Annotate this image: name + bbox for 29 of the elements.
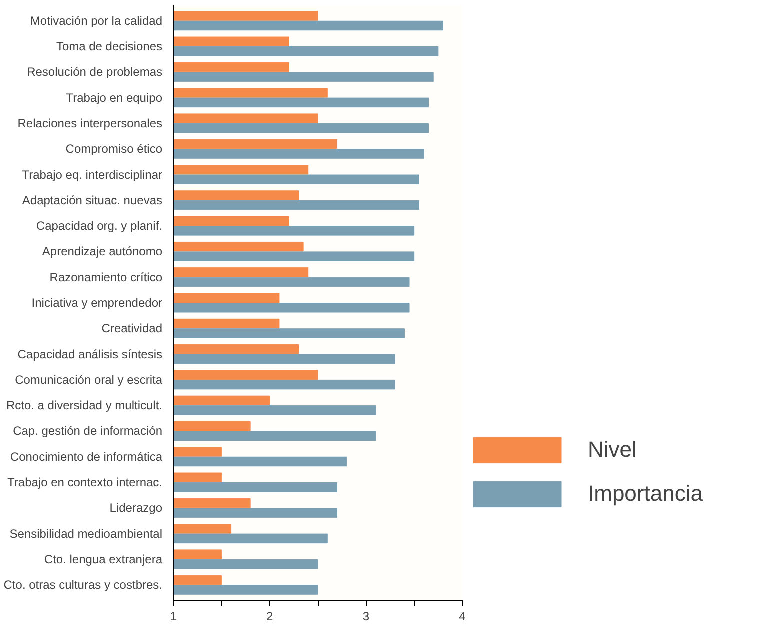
y-tick-label: Aprendizaje autónomo <box>42 244 163 259</box>
y-tick-label: Compromiso ético <box>66 142 163 156</box>
y-tick-label: Creatividad <box>102 322 163 336</box>
y-tick-label: Conocimiento de informática <box>10 450 163 464</box>
y-tick-label: Cap. gestión de información <box>13 424 162 438</box>
y-tick-label: Liderazgo <box>110 501 163 516</box>
y-tick-label: Adaptación situac. nuevas <box>22 193 162 208</box>
y-tick-label: Toma de decisiones <box>56 40 162 54</box>
y-tick-label: Cto. lengua extranjera <box>44 552 163 566</box>
x-tick-label: 4 <box>459 610 466 624</box>
y-tick-label: Trabajo eq. interdisciplinar <box>22 168 163 182</box>
legend-label: Nivel <box>588 437 637 463</box>
y-tick-label: Rcto. a diversidad y multicult. <box>6 398 163 413</box>
y-tick-label: Relaciones interpersonales <box>18 116 162 130</box>
y-tick-label: Comunicación oral y escrita <box>15 372 163 387</box>
x-tick-label: 3 <box>362 610 370 624</box>
x-tick-label: 1 <box>170 610 178 624</box>
y-tick-label: Cto. otras culturas y costbres. <box>4 578 163 592</box>
y-tick-label: Razonamiento crítico <box>50 270 163 284</box>
legend-label: Importancia <box>588 481 703 507</box>
x-tick-label: 2 <box>266 610 274 624</box>
y-tick-label: Trabajo en contexto internac. <box>8 476 163 490</box>
y-tick-label: Iniciativa y emprendedor <box>32 296 163 310</box>
y-tick-label: Trabajo en equipo <box>66 90 163 105</box>
y-tick-label: Sensibilidad medioambiental <box>10 526 163 541</box>
y-tick-label: Motivación por la calidad <box>30 14 163 28</box>
y-tick-label: Capacidad org. y planif. <box>36 219 162 234</box>
y-tick-label: Capacidad análisis síntesis <box>18 347 163 362</box>
y-tick-label: Resolución de problemas <box>27 65 163 80</box>
